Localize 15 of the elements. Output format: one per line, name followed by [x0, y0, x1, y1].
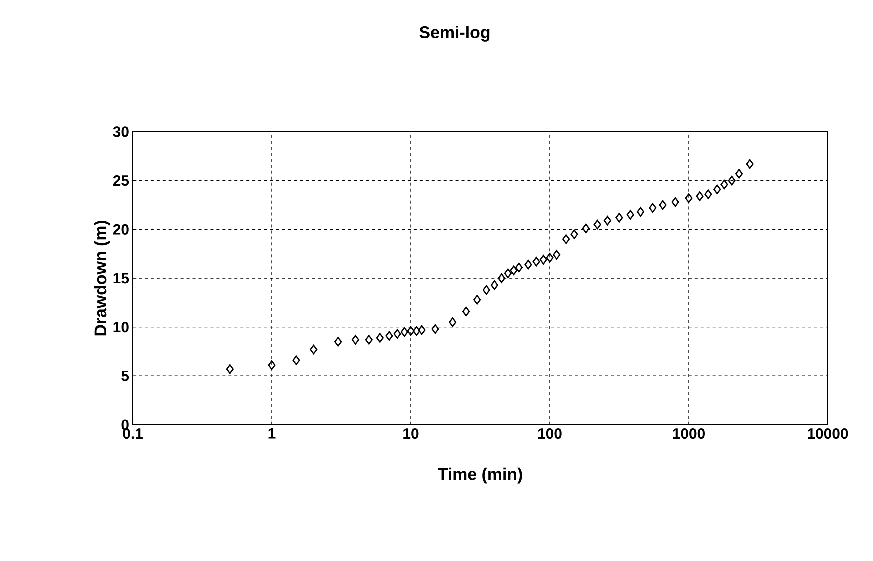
y-tick-label: 30 — [113, 126, 129, 138]
y-tick-label: 5 — [122, 370, 130, 382]
y-tick-label: 15 — [114, 273, 130, 284]
x-tick-label: 1 — [268, 428, 276, 439]
x-axis-title: Time (min) — [438, 468, 522, 484]
x-tick-label: 10 — [404, 428, 419, 440]
y-axis-title: Drawdown (m) — [94, 221, 110, 336]
x-tick-label: 10000 — [808, 428, 848, 440]
y-tick-label: 25 — [113, 176, 130, 186]
x-tick-label: 0.1 — [123, 428, 143, 440]
x-tick-label: 1000 — [673, 428, 705, 440]
x-tick-label: 100 — [538, 428, 562, 440]
y-tick-label: 20 — [113, 224, 129, 235]
y-tick-label: 10 — [114, 322, 129, 333]
chart-title: Semi-log — [420, 26, 490, 42]
